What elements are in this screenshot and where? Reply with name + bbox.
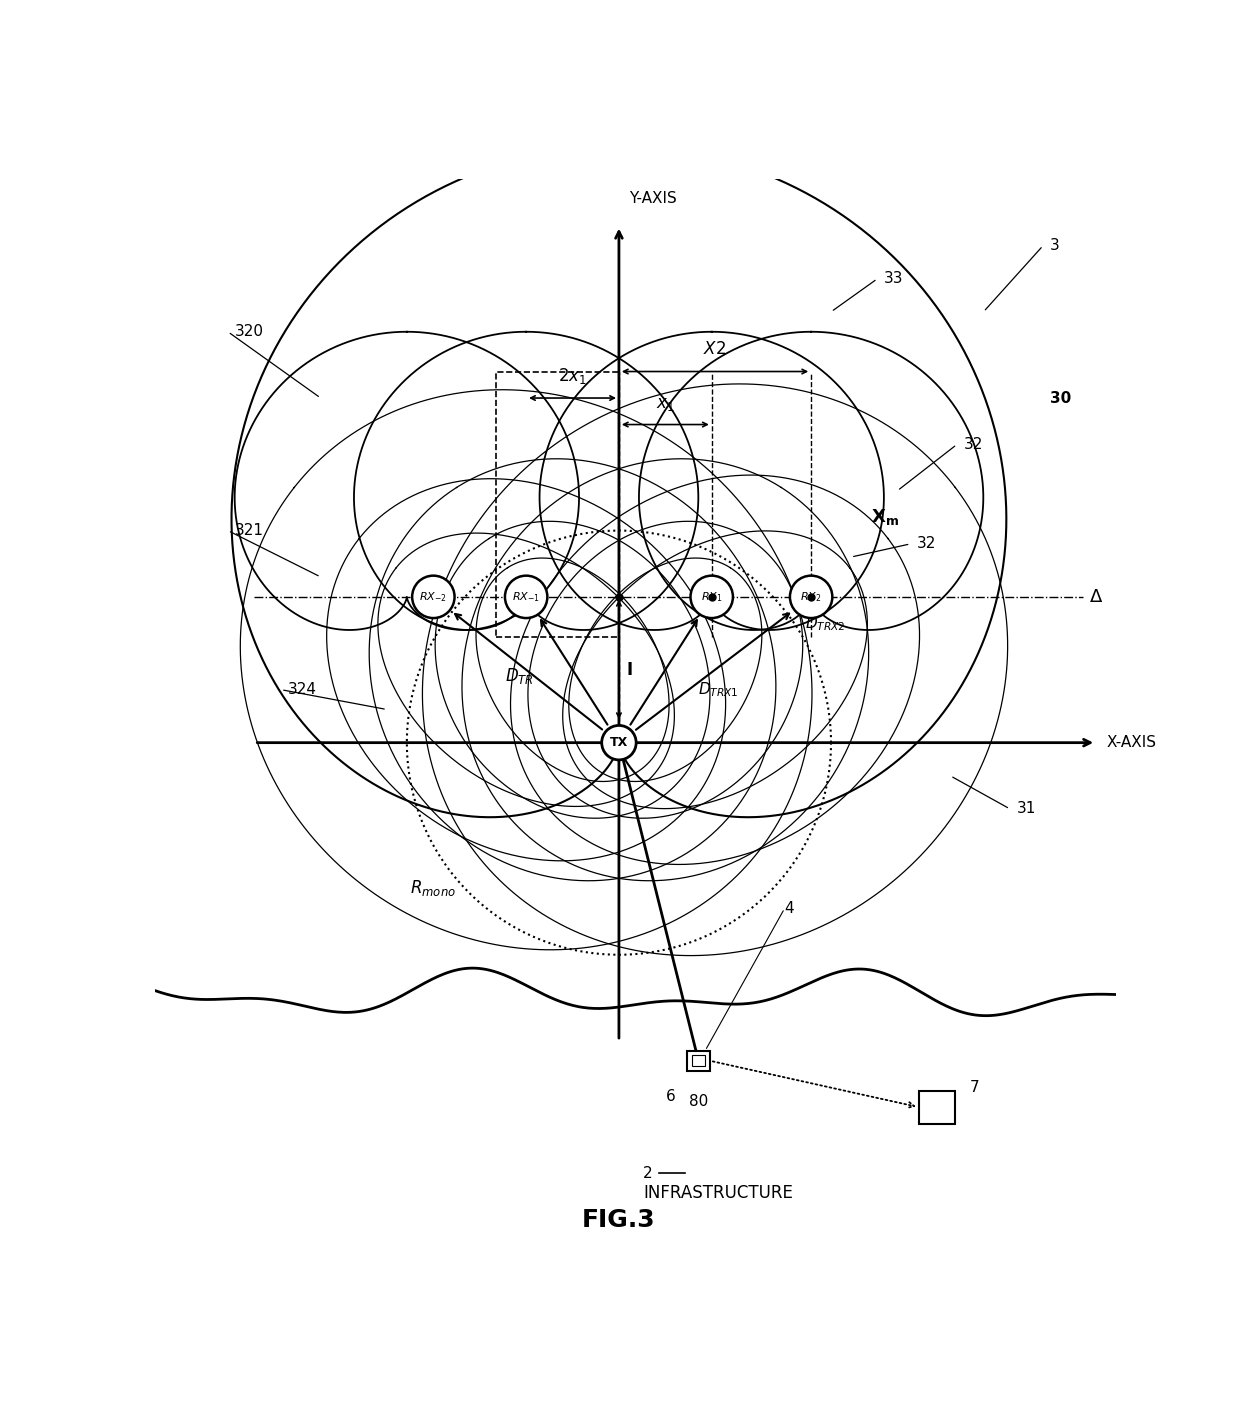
Text: TX: TX [610,736,627,749]
Text: 80: 80 [689,1094,708,1109]
Text: $RX_2$: $RX_2$ [800,590,822,604]
Text: $D_{TRX2}$: $D_{TRX2}$ [805,614,846,632]
Text: Y-AXIS: Y-AXIS [629,191,677,205]
Text: $D_{TRX1}$: $D_{TRX1}$ [698,680,739,700]
Text: 4: 4 [785,901,795,916]
Text: 320: 320 [234,325,264,339]
Text: FIG.3: FIG.3 [582,1208,656,1232]
Circle shape [505,576,547,618]
Text: $RX_{-1}$: $RX_{-1}$ [512,590,541,604]
Text: 33: 33 [884,271,904,287]
Text: X-AXIS: X-AXIS [1106,735,1156,750]
Text: $RX_{-2}$: $RX_{-2}$ [419,590,448,604]
Text: 30: 30 [1050,391,1071,406]
Text: $2x_1$: $2x_1$ [558,367,587,386]
Text: $X2$: $X2$ [703,340,727,358]
Text: $D_{TR}$: $D_{TR}$ [505,666,534,687]
Text: 3: 3 [1050,237,1059,253]
Text: $\mathbf{X_m}$: $\mathbf{X_m}$ [870,507,899,527]
Bar [692,1055,706,1066]
Text: 32: 32 [963,437,983,452]
Text: I: I [627,660,632,679]
Text: 7: 7 [970,1080,980,1094]
Circle shape [412,576,455,618]
Text: $R_{mono}$: $R_{mono}$ [410,878,456,898]
Text: 321: 321 [234,523,264,538]
Text: 2: 2 [642,1166,652,1182]
Text: $x_1$: $x_1$ [656,395,675,413]
Text: $RX_1$: $RX_1$ [701,590,723,604]
Text: 31: 31 [1017,801,1035,816]
Text: 324: 324 [288,683,316,697]
Circle shape [790,576,832,618]
Bar [496,371,619,636]
Circle shape [601,725,636,760]
Circle shape [691,576,733,618]
Bar [919,1090,955,1124]
Bar [687,1051,711,1071]
Text: 32: 32 [918,537,936,551]
Text: 6: 6 [666,1089,676,1103]
Text: INFRASTRUCTURE: INFRASTRUCTURE [644,1184,794,1203]
Text: $\Delta$: $\Delta$ [1090,587,1104,606]
